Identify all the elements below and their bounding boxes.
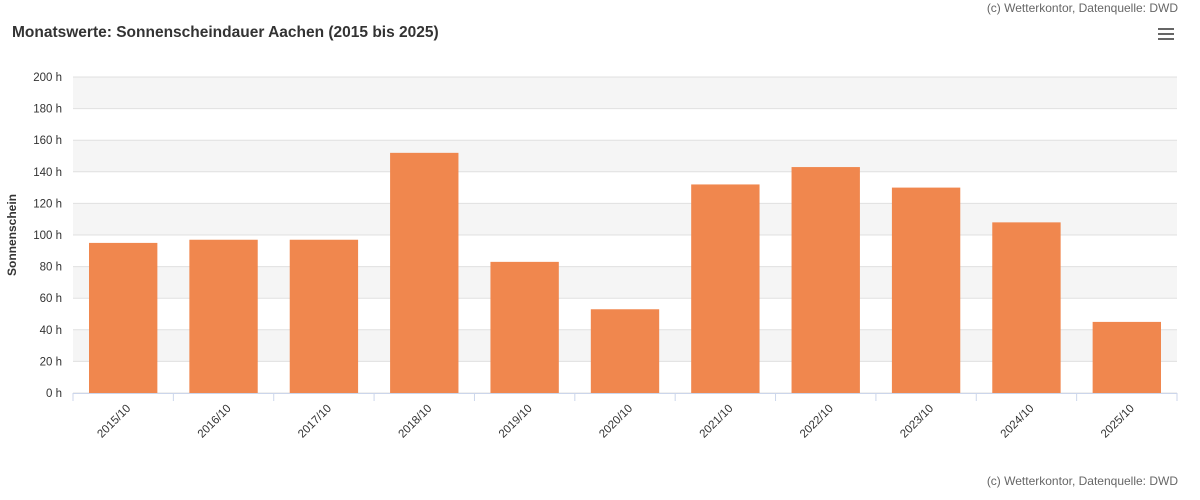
x-tick-label: 2023/10 [898, 403, 936, 441]
x-tick-label: 2021/10 [698, 403, 736, 441]
bar [189, 239, 258, 393]
x-tick-label: 2022/10 [798, 403, 836, 441]
bar [691, 184, 760, 393]
x-tick-label: 2018/10 [397, 403, 435, 441]
y-tick-label: 100 h [33, 230, 62, 242]
bar [791, 167, 860, 393]
credit-text[interactable]: (c) Wetterkontor, Datenquelle: DWD [986, 474, 1178, 488]
y-tick-label: 180 h [33, 104, 62, 116]
bar [891, 187, 961, 393]
bar [590, 309, 660, 393]
x-tick-label: 2017/10 [296, 403, 334, 441]
y-tick-label: 120 h [33, 198, 62, 210]
x-tick-label: 2024/10 [999, 403, 1037, 441]
bar [289, 239, 359, 393]
bar [490, 261, 559, 393]
x-tick-label: 2025/10 [1099, 403, 1137, 441]
grid-band [73, 140, 1177, 172]
y-tick-label: 40 h [40, 325, 62, 337]
y-tick-label: 200 h [33, 72, 62, 84]
y-tick-label: 160 h [33, 135, 62, 147]
bar [89, 242, 158, 393]
x-tick-label: 2016/10 [196, 403, 234, 441]
bar [992, 222, 1061, 393]
y-tick-label: 80 h [40, 262, 62, 274]
x-tick-label: 2019/10 [497, 403, 535, 441]
bar [390, 152, 459, 393]
hamburger-menu-icon[interactable] [1158, 28, 1174, 42]
chart-title: Monatswerte: Sonnenscheindauer Aachen (2… [12, 24, 439, 41]
y-tick-label: 20 h [40, 356, 62, 368]
x-tick-label: 2015/10 [95, 403, 133, 441]
y-tick-label: 0 h [46, 388, 62, 400]
grid-band [73, 77, 1177, 109]
bar [1092, 321, 1161, 393]
credit-top: (c) Wetterkontor, Datenquelle: DWD [986, 1, 1178, 15]
y-axis-label: Sonnenschein [5, 194, 19, 276]
y-tick-label: 60 h [40, 293, 62, 305]
y-tick-label: 140 h [33, 167, 62, 179]
x-tick-label: 2020/10 [597, 403, 635, 441]
